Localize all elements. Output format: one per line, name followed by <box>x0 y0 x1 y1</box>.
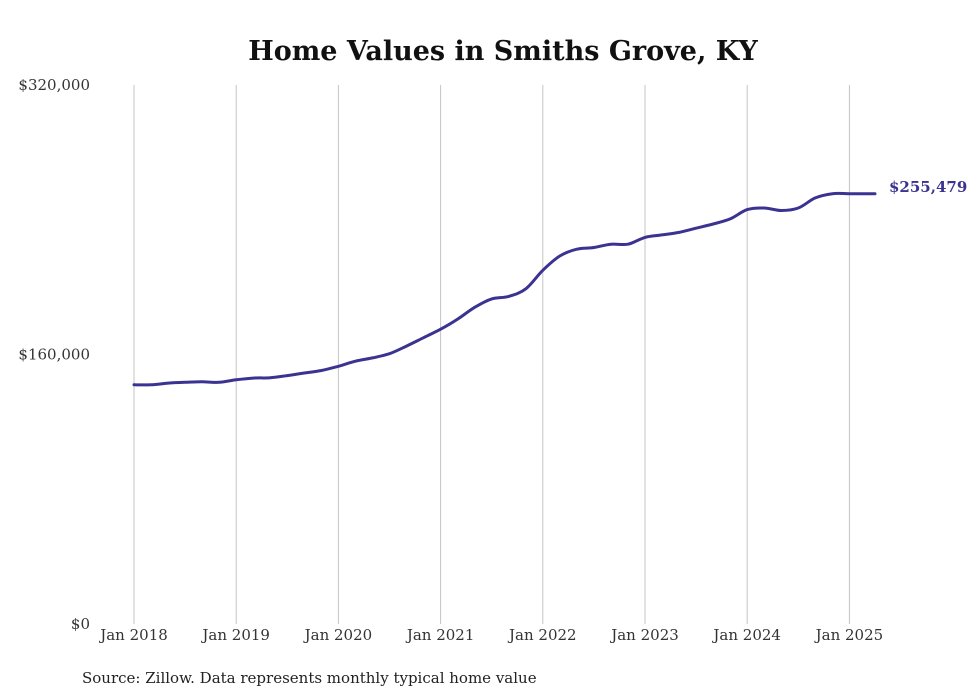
y-tick-label: $320,000 <box>18 76 90 94</box>
x-tick-label: Jan 2021 <box>405 626 475 644</box>
x-tick-label: Jan 2024 <box>711 626 781 644</box>
home-value-line <box>132 191 877 387</box>
chart-title: Home Values in Smiths Grove, KY <box>248 36 758 67</box>
x-tick-label: Jan 2019 <box>200 626 270 644</box>
x-tick-label: Jan 2020 <box>303 626 373 644</box>
x-tick-label: Jan 2025 <box>814 626 884 644</box>
x-tick-label: Jan 2022 <box>507 626 577 644</box>
x-tick-label: Jan 2023 <box>609 626 679 644</box>
x-axis-ticks: Jan 2018 Jan 2019 Jan 2020 Jan 2021 Jan 2022… <box>98 626 883 644</box>
end-value-label: $255,479 <box>889 178 967 196</box>
x-gridlines <box>133 85 850 624</box>
y-tick-label: $160,000 <box>18 346 90 364</box>
x-tick-label: Jan 2018 <box>98 626 168 644</box>
y-tick-label: $0 <box>71 615 90 633</box>
source-note: Source: Zillow. Data represents monthly … <box>82 669 537 687</box>
y-axis-ticks: $0 $160,000 $320,000 <box>18 76 90 633</box>
